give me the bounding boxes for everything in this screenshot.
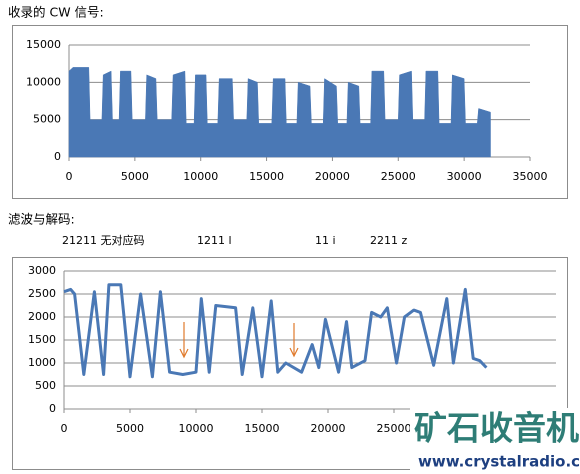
y-tick-label: 1500 — [28, 333, 56, 346]
annotation-arrow — [179, 322, 299, 359]
heading: 收录的 CW 信号: — [8, 5, 104, 20]
x-tick-label: 0 — [66, 170, 73, 183]
x-tick-label: 30000 — [447, 170, 482, 183]
x-tick-label: 15000 — [245, 422, 280, 435]
x-tick-label: 35000 — [513, 170, 548, 183]
x-tick-label: 20000 — [315, 170, 350, 183]
x-tick-label: 10000 — [183, 170, 218, 183]
watermark-url: www.crystalradio.cn — [418, 453, 580, 471]
y-tick-label: 2500 — [28, 287, 56, 300]
y-tick-label: 500 — [35, 379, 56, 392]
y-tick-label: 0 — [49, 402, 56, 415]
y-tick-label: 15000 — [26, 38, 61, 51]
heading: 滤波与解码: — [8, 212, 75, 227]
decode-label: 21211 无对应码 — [62, 233, 145, 247]
x-tick-label: 15000 — [249, 170, 284, 183]
y-tick-label: 0 — [54, 150, 61, 163]
decode-label: 11 i — [315, 234, 336, 247]
x-tick-label: 25000 — [377, 422, 412, 435]
x-tick-label: 10000 — [179, 422, 214, 435]
y-tick-label: 2000 — [28, 310, 56, 323]
filtered-line — [63, 283, 488, 379]
x-tick-label: 0 — [61, 422, 68, 435]
y-tick-label: 1000 — [28, 356, 56, 369]
y-tick-label: 10000 — [26, 75, 61, 88]
decode-label: 2211 z — [370, 234, 407, 247]
watermark-title: 矿石收音机 — [414, 409, 579, 448]
y-tick-label: 5000 — [33, 113, 61, 126]
decode-label: 1211 l — [197, 234, 232, 247]
watermark-bg — [410, 408, 580, 474]
x-tick-label: 25000 — [381, 170, 416, 183]
signal-area — [68, 67, 491, 158]
y-tick-label: 3000 — [28, 264, 56, 277]
x-tick-label: 20000 — [311, 422, 346, 435]
x-tick-label: 5000 — [116, 422, 144, 435]
x-tick-label: 5000 — [121, 170, 149, 183]
